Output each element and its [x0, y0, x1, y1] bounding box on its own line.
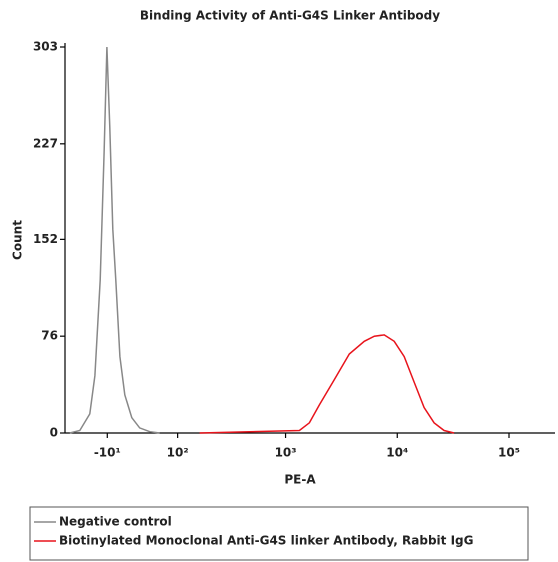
legend: Negative control Biotinylated Monoclonal …: [34, 515, 473, 548]
y-tick-label: 76: [41, 329, 58, 343]
x-tick-label: 10²: [167, 446, 189, 460]
y-tick-label: 0: [50, 426, 58, 440]
x-tick-label: -10¹: [94, 446, 121, 460]
x-axis-label: PE-A: [284, 473, 316, 487]
x-tick-label: 10³: [275, 446, 297, 460]
y-tick-label: 227: [33, 136, 58, 150]
y-axis-label: Count: [11, 220, 25, 260]
chart-title: Binding Activity of Anti-G4S Linker Anti…: [140, 9, 440, 23]
series-line: [69, 46, 160, 434]
legend-label: Negative control: [59, 515, 172, 529]
y-tick-label: 152: [33, 232, 58, 246]
legend-box: [29, 506, 529, 561]
legend-label: Biotinylated Monoclonal Anti-G4S linker …: [59, 534, 473, 548]
series-line: [199, 334, 455, 434]
x-tick-label: 10⁴: [386, 446, 408, 460]
y-tick-label: 303: [33, 40, 58, 54]
x-tick-label: 10⁵: [498, 446, 520, 460]
